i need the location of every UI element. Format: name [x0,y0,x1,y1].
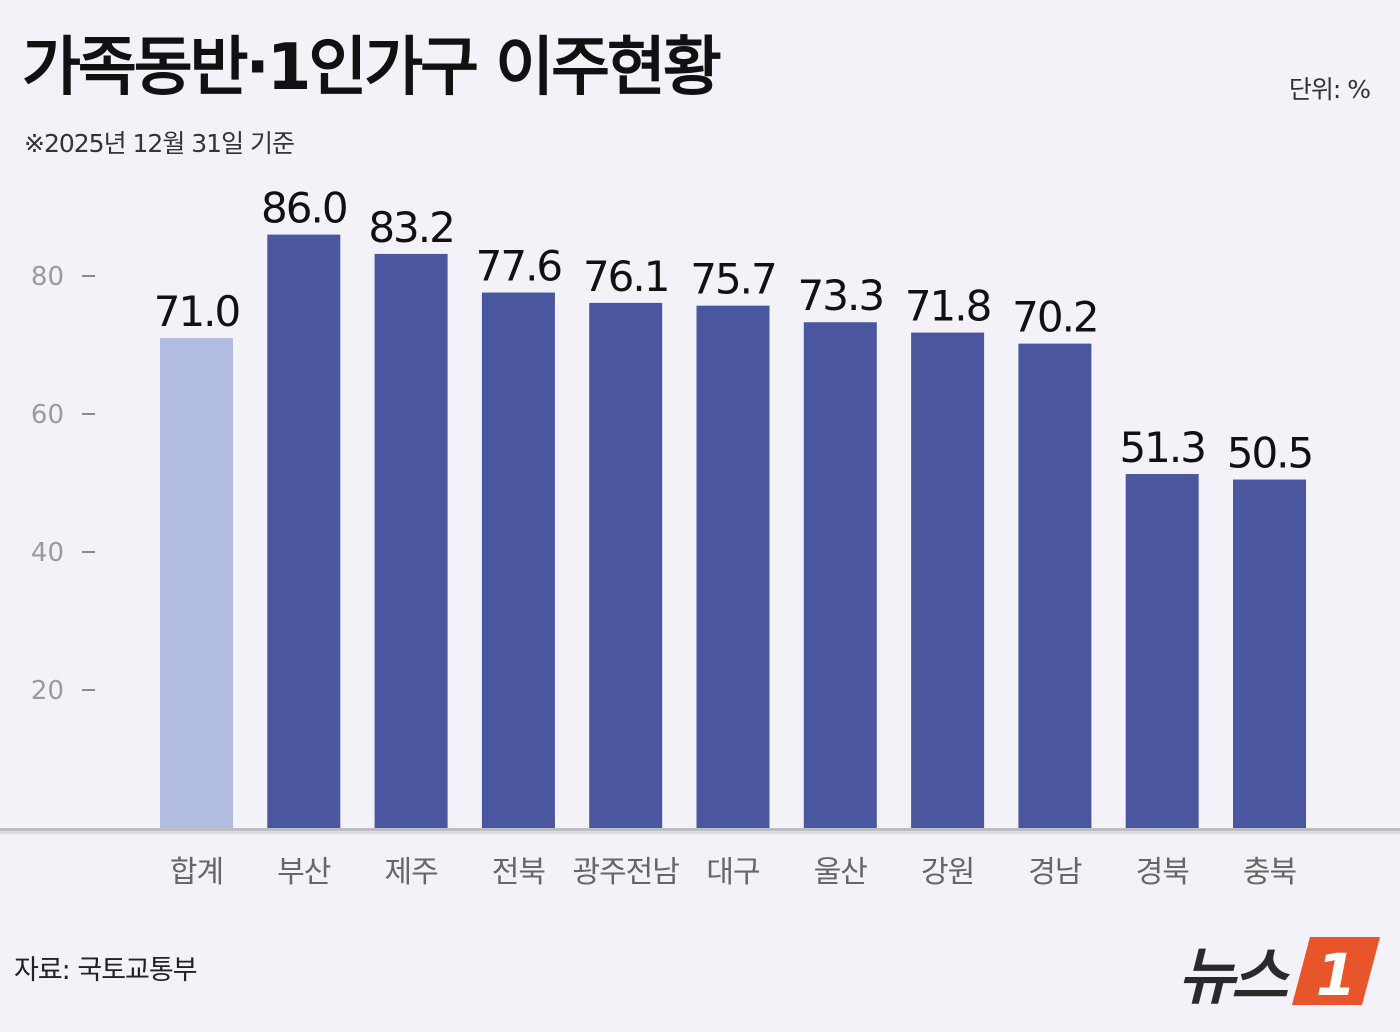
y-axis: 20 40 60 80 [31,262,95,706]
category-label: 전북 [492,855,545,890]
category-label: 경남 [1028,855,1082,890]
value-label: 51.3 [1119,423,1205,472]
unit-label: 단위: % [1288,75,1371,104]
bar [374,253,448,829]
category-label: 강원 [921,855,974,890]
bar [1018,343,1092,828]
category-label: 부산 [277,855,331,890]
category-label: 충북 [1243,855,1296,890]
bar [267,234,341,829]
category-label: 울산 [814,855,868,890]
value-label: 70.2 [1012,293,1098,342]
category-label: 대구 [706,855,759,890]
bar [1233,479,1306,828]
chart-title: 가족동반·1인가구 이주현황 [22,31,722,105]
value-label: 77.6 [476,242,562,291]
value-label: 71.0 [154,287,240,336]
source-note: 자료: 국토교통부 [14,955,198,986]
y-tick-label: 60 [31,400,64,430]
bar [803,322,877,828]
category-label: 광주전남 [572,855,679,890]
value-label: 50.5 [1227,429,1313,478]
logo-badge-number: 1 [1316,941,1356,1009]
bar-series: 71.0 86.0 83.2 77.6 76.1 75.7 73.3 71.8 70.2 51.3… [154,184,1314,829]
news1-logo: 뉴스 1 [1178,926,1384,1016]
logo-badge-icon: 1 [1292,937,1380,1009]
chart-subtitle: ※2025년 12월 31일 기준 [24,129,295,158]
bar [911,332,985,828]
y-tick-label: 80 [31,262,64,292]
value-label: 73.3 [798,271,884,320]
logo-text: 뉴스 [1177,940,1288,1013]
value-label: 75.7 [690,255,776,304]
value-label: 71.8 [905,282,991,331]
y-tick-label: 20 [31,676,64,706]
bar [1125,474,1199,828]
bar [160,338,233,828]
y-tick-label: 40 [31,538,64,568]
x-axis: 합계 부산 제주 전북 광주전남 대구 울산 강원 경남 경북 충북 [0,828,1400,890]
baseline [0,828,1400,831]
bar [589,302,663,828]
bar [696,305,770,828]
value-label: 76.1 [583,252,669,301]
value-label: 83.2 [368,203,454,252]
bar [481,292,555,828]
baseline-shadow [0,831,1400,834]
category-label: 제주 [384,855,437,890]
value-label: 86.0 [261,184,347,233]
category-label: 합계 [170,855,223,890]
category-label: 경북 [1136,855,1189,890]
